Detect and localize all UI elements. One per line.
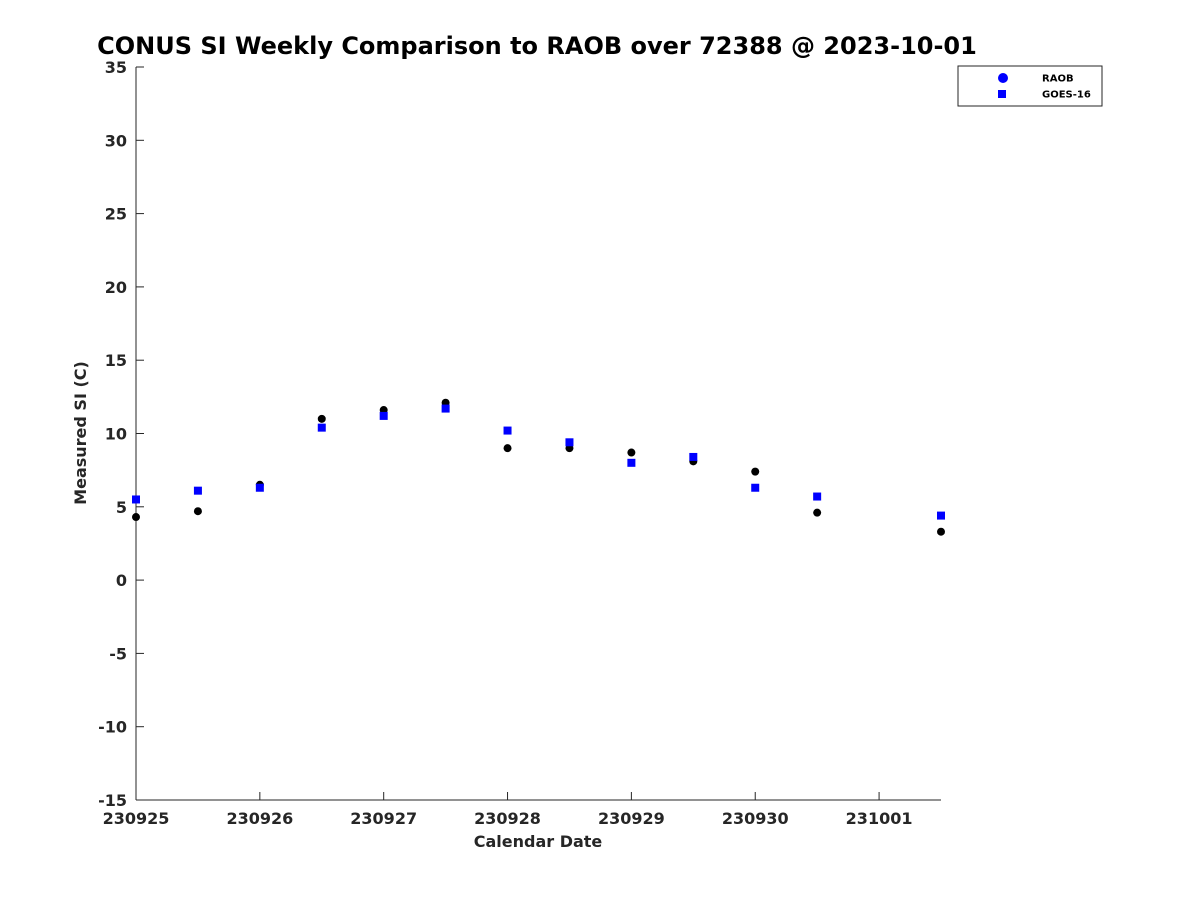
legend-label: RAOB xyxy=(1042,74,1074,85)
goes-point xyxy=(255,483,264,492)
x-axis-label: Calendar Date xyxy=(474,832,603,851)
goes-point xyxy=(937,511,945,520)
legend-square-icon xyxy=(998,90,1006,98)
raob-point xyxy=(193,507,202,516)
goes-point xyxy=(379,411,388,420)
x-tick-label: 230928 xyxy=(474,809,541,828)
y-tick-label: -10 xyxy=(98,718,127,737)
goes-point xyxy=(503,426,512,435)
raob-point xyxy=(937,527,945,536)
raob-point xyxy=(813,508,822,517)
chart-title: CONUS SI Weekly Comparison to RAOB over … xyxy=(97,32,977,60)
raob-point xyxy=(317,414,326,423)
y-tick-label: -5 xyxy=(109,644,127,663)
y-tick-label: 30 xyxy=(105,131,127,150)
x-tick-label: 230926 xyxy=(226,809,293,828)
axes xyxy=(135,67,941,801)
x-tick-label: 231001 xyxy=(846,809,913,828)
goes-point xyxy=(132,495,140,504)
legend-box xyxy=(957,65,1103,107)
x-tick-label: 230925 xyxy=(103,809,170,828)
series-goes-16 xyxy=(132,404,945,520)
legend-circle-icon xyxy=(998,73,1008,83)
y-tick-label: 5 xyxy=(116,498,127,517)
raob-point xyxy=(503,444,512,453)
raob-point xyxy=(132,513,140,522)
y-axis-label: Measured SI (C) xyxy=(71,361,90,505)
y-tick-label: 15 xyxy=(105,351,127,370)
goes-point xyxy=(565,438,574,447)
goes-point xyxy=(627,458,636,467)
raob-point xyxy=(751,467,760,476)
legend-label: GOES-16 xyxy=(1042,90,1091,101)
goes-point xyxy=(689,452,698,461)
goes-point xyxy=(193,486,202,495)
goes-point xyxy=(751,483,760,492)
y-tick-label: -15 xyxy=(98,791,127,810)
y-tick-label: 35 xyxy=(105,58,127,77)
series-raob xyxy=(132,398,945,536)
x-tick-label: 230929 xyxy=(598,809,665,828)
x-ticks: 230925 230926 230927 230928 230929 230930 2310… xyxy=(103,792,913,828)
goes-point xyxy=(441,404,450,413)
plot-marks xyxy=(132,398,945,536)
y-tick-label: 0 xyxy=(116,571,127,590)
y-tick-label: 10 xyxy=(105,425,127,444)
y-tick-label: 20 xyxy=(105,278,127,297)
legend: RAOB GOES-16 xyxy=(957,65,1103,107)
goes-point xyxy=(813,492,822,501)
y-ticks: -15 -10 -5 0 5 10 15 20 25 30 35 xyxy=(98,58,144,810)
x-tick-label: 230930 xyxy=(722,809,789,828)
y-tick-label: 25 xyxy=(105,205,127,224)
x-tick-label: 230927 xyxy=(350,809,417,828)
goes-point xyxy=(317,423,326,432)
raob-point xyxy=(627,448,636,457)
